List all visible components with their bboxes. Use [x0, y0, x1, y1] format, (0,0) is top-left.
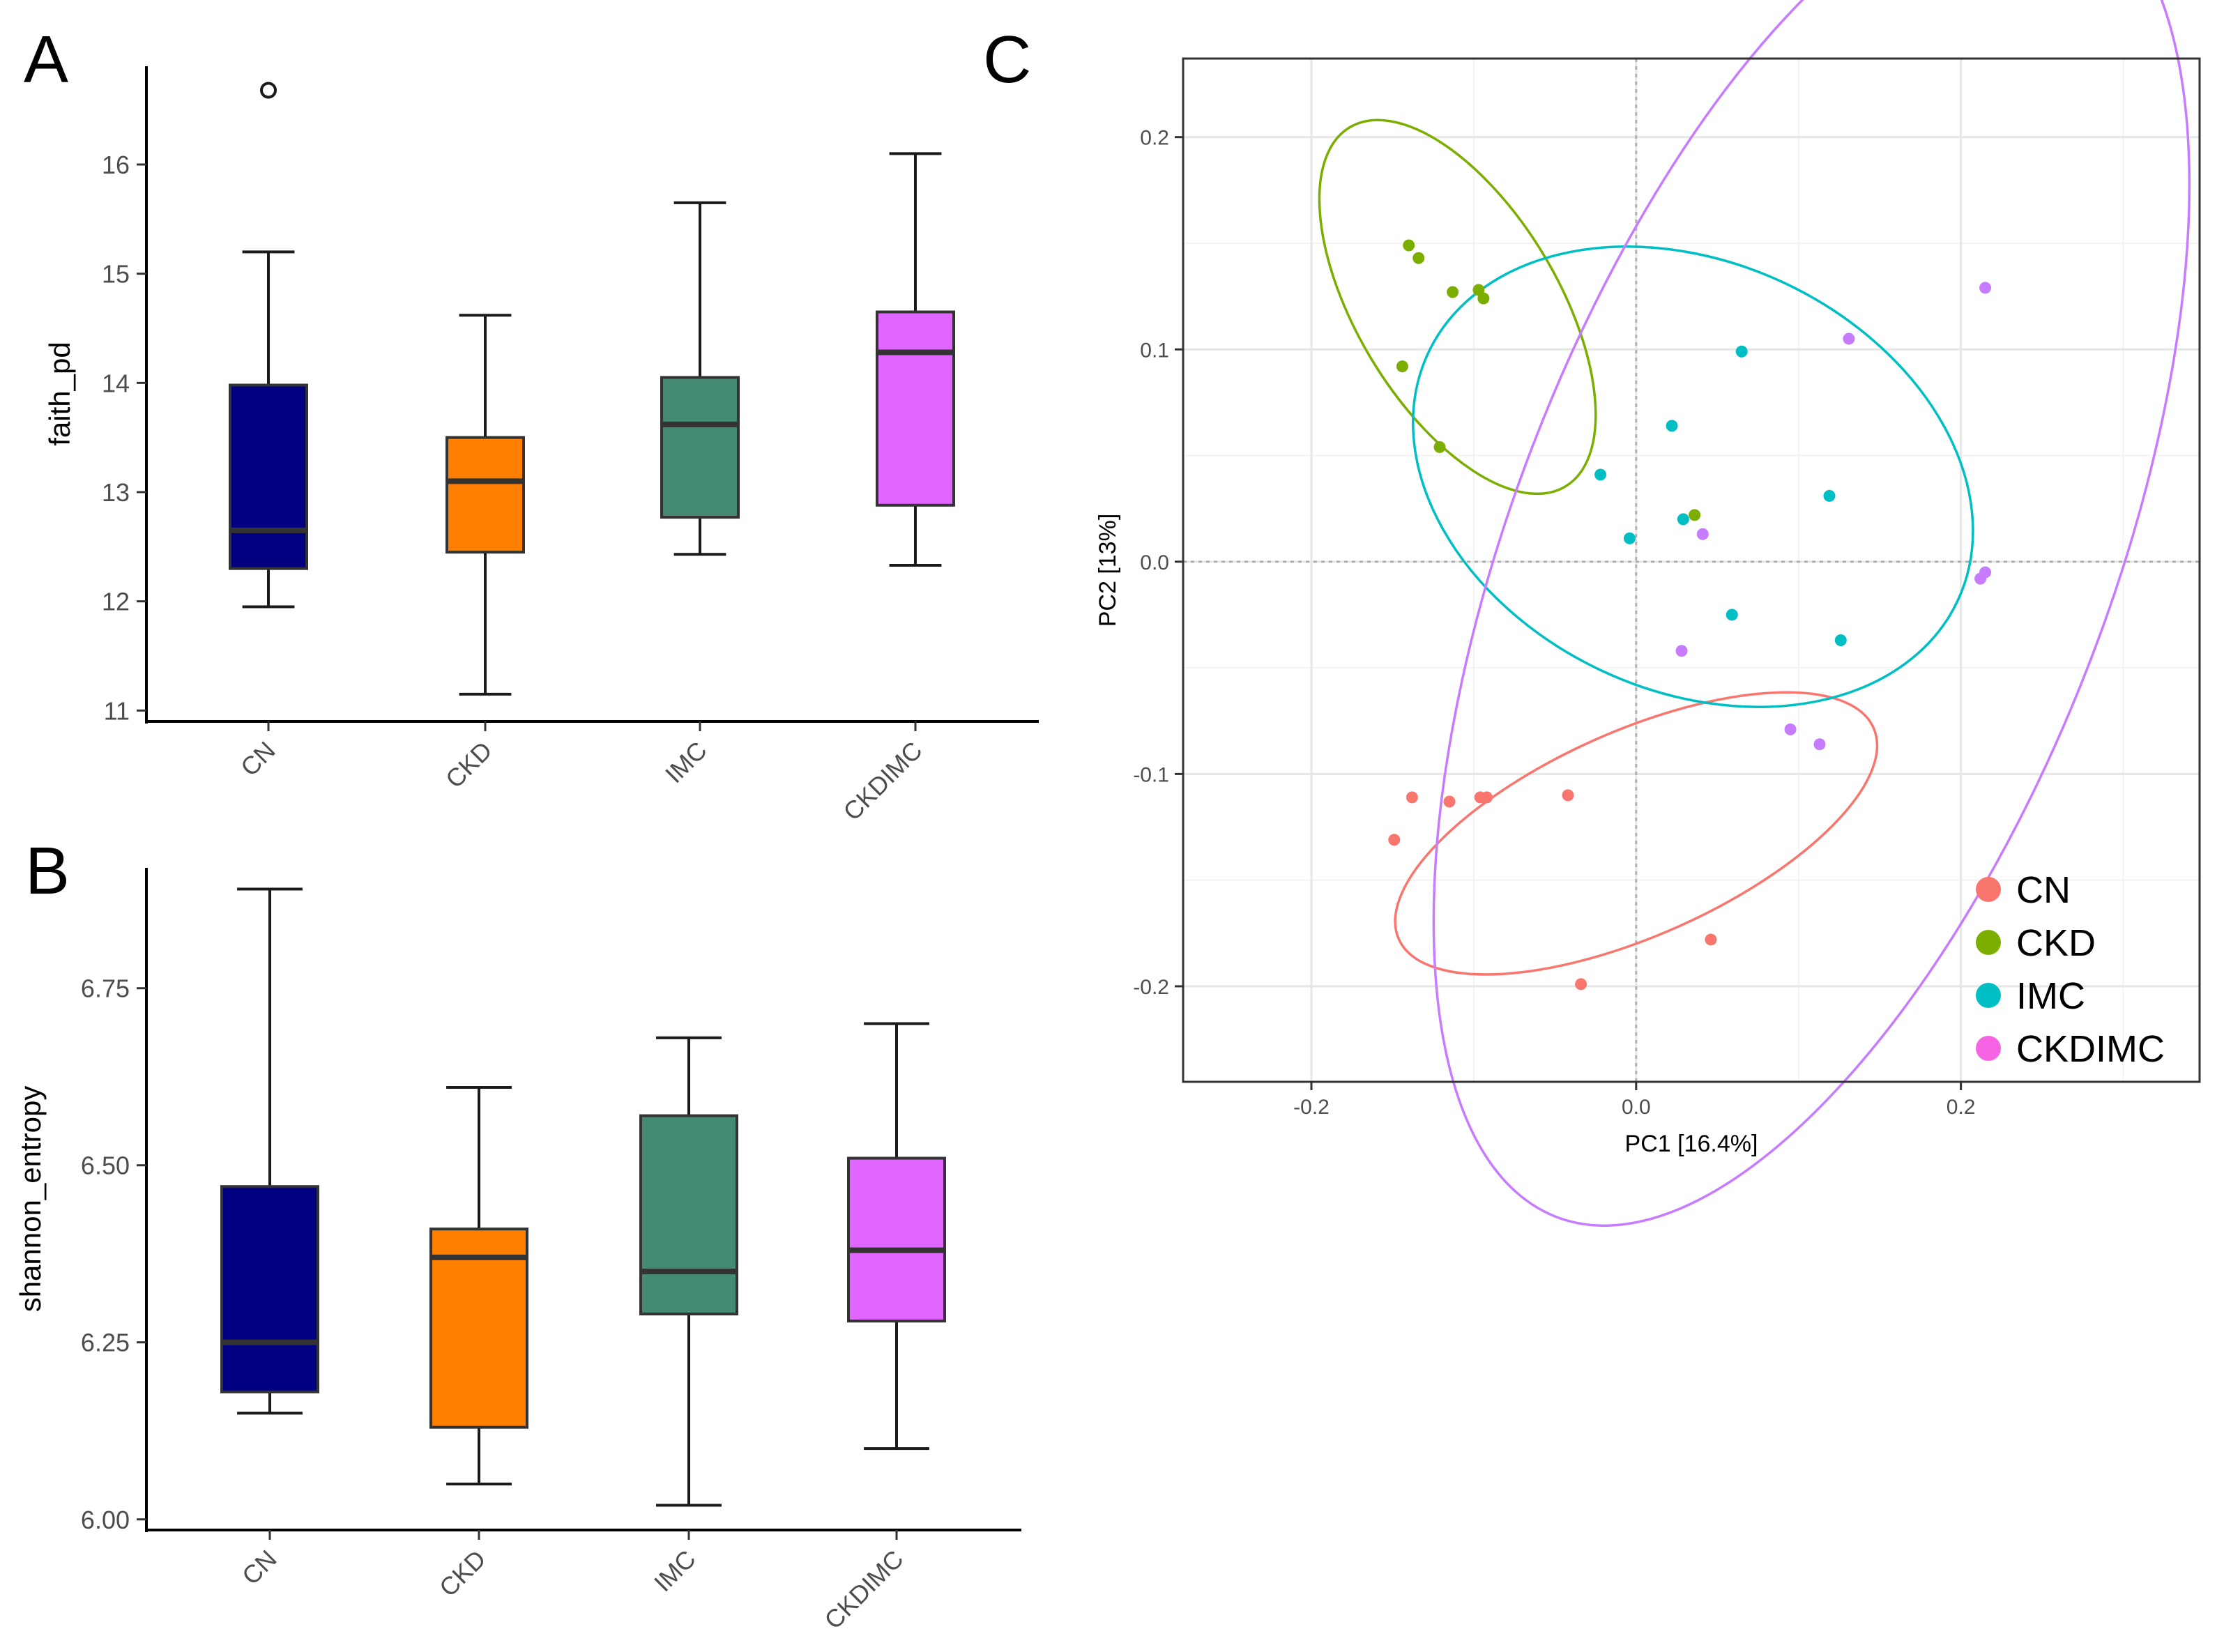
panel-c-point-ckd	[1396, 360, 1408, 373]
panel-c-y-axis-label: PC2 [13%]	[1095, 514, 1121, 627]
panel-a-y-tick-label: 16	[102, 151, 130, 179]
panel-c-point-imc	[1735, 345, 1748, 358]
panel-c-point-imc	[1677, 513, 1689, 526]
panel-c-point-cn	[1705, 933, 1717, 946]
panel-a-y-tick-label: 15	[102, 260, 130, 289]
panel-c-y-tick-label: 0.0	[1140, 551, 1169, 574]
panel-b-y-tick-label: 6.50	[81, 1152, 130, 1180]
panel-b-box-cn	[220, 1185, 319, 1393]
panel-c-legend-label-imc: IMC	[2016, 975, 2085, 1017]
panel-c-x-tick-label: 0.0	[1622, 1096, 1651, 1119]
panel-a-y-tick-label: 13	[102, 478, 130, 507]
panel-c-point-ckdimc	[1843, 332, 1855, 345]
panel-letter-b: B	[25, 834, 70, 908]
panel-c-legend-key-imc	[1976, 983, 2001, 1008]
panel-b-box-ckdimc	[847, 1156, 946, 1323]
panel-c-pcoa-scatter: PC1 [16.4%] PC2 [13%] -0.2 0.0 0.2 -0.2 -0.1…	[1095, 0, 2201, 1227]
panel-c-legend-key-cn	[1976, 877, 2001, 902]
panel-c-point-ckdimc	[1675, 645, 1688, 657]
panel-c-point-cn	[1388, 834, 1401, 846]
panel-a-box-imc	[660, 376, 740, 519]
panel-c-point-ckd	[1433, 441, 1446, 453]
panel-c-point-cn	[1406, 791, 1418, 804]
panel-b-box-imc	[639, 1114, 738, 1316]
panel-c-y-tick-label: -0.1	[1133, 763, 1169, 786]
panel-a-box-ckdimc	[876, 310, 955, 507]
panel-a-y-tick-label: 14	[102, 369, 130, 397]
panel-a-box-ckd	[445, 436, 525, 554]
panel-b-y-axis-label: shannon_entropy	[14, 1086, 47, 1313]
panel-c-ellipse-imc	[1412, 245, 1974, 708]
panel-c-point-ckdimc	[1974, 572, 1987, 585]
panel-c-point-cn	[1481, 791, 1493, 804]
panel-c-point-imc	[1666, 420, 1678, 432]
panel-c-point-cn	[1562, 789, 1574, 802]
panel-b-y-tick-label: 6.00	[81, 1506, 130, 1534]
panel-c-point-imc	[1823, 489, 1836, 502]
panel-c-y-tick-label: 0.1	[1140, 339, 1169, 362]
panel-c-legend-key-ckdimc	[1976, 1036, 2001, 1061]
panel-c-point-ckdimc	[1813, 738, 1826, 751]
panel-c-point-ckd	[1477, 292, 1490, 305]
panel-c-x-tick-label: 0.2	[1947, 1096, 1976, 1119]
panel-a-y-tick-label: 12	[102, 588, 130, 616]
panel-a-y-tick-label: 11	[104, 696, 130, 725]
panel-c-x-tick-label: -0.2	[1293, 1096, 1330, 1119]
panel-a-y-axis-label: faith_pd	[43, 342, 76, 445]
panel-c-point-ckdimc	[1979, 282, 1992, 294]
panel-c-point-ckd	[1447, 286, 1459, 298]
panel-c-point-cn	[1443, 795, 1456, 808]
panel-c-point-imc	[1594, 468, 1607, 481]
panel-a-box-cn	[229, 383, 308, 570]
panel-c-point-ckd	[1403, 239, 1415, 252]
panel-b-y-tick-label: 6.75	[81, 974, 130, 1003]
panel-a-box-cn-outlier	[260, 82, 277, 99]
panel-c-point-cn	[1575, 978, 1587, 991]
panel-c-legend-label-ckd: CKD	[2016, 922, 2096, 964]
panel-c-ellipse-ckd	[1318, 118, 1597, 496]
panel-c-plot-border	[1182, 57, 2201, 1083]
panel-c-point-imc	[1726, 609, 1738, 621]
panel-c-ellipse-ckdimc	[1432, 0, 2191, 1227]
panel-c-point-ckdimc	[1784, 723, 1797, 735]
panel-letter-c: C	[983, 22, 1031, 97]
panel-letter-a: A	[24, 22, 68, 97]
panel-c-legend-label-cn: CN	[2016, 869, 2071, 911]
panel-c-point-imc	[1623, 532, 1636, 544]
panel-c-ellipse-cn	[1394, 691, 1879, 976]
panel-c-point-ckdimc	[1696, 528, 1709, 540]
panel-c-y-tick-label: 0.2	[1140, 127, 1169, 150]
panel-c-x-axis-label: PC1 [16.4%]	[1625, 1131, 1758, 1157]
panel-c-point-ckd	[1689, 509, 1701, 521]
panel-c-legend-label-ckdimc: CKDIMC	[2016, 1028, 2165, 1070]
panel-c-y-tick-label: -0.2	[1133, 976, 1169, 999]
panel-b-box-ckd	[429, 1227, 528, 1429]
panel-b-y-tick-label: 6.25	[81, 1329, 130, 1357]
panel-c-point-ckd	[1412, 252, 1425, 264]
panel-c-point-imc	[1834, 634, 1847, 647]
panel-c-legend-key-ckd	[1976, 930, 2001, 955]
